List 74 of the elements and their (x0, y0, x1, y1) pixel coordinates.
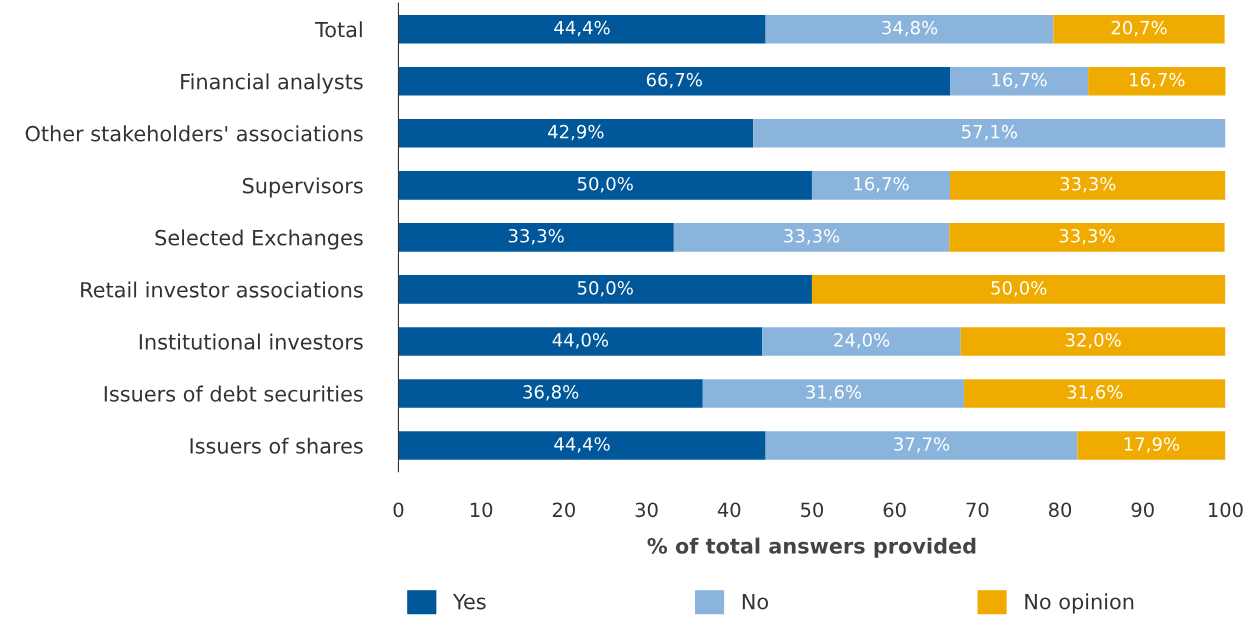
bar (960, 327, 1226, 356)
data-label: 31,6% (806, 385, 862, 401)
y-tick-label: Retail investor associations (81, 281, 363, 298)
bar (949, 223, 1225, 252)
x-tick-label: 10 (470, 502, 493, 518)
bar (950, 171, 1226, 200)
data-label: 42,9% (548, 124, 604, 141)
data-label: 32,0% (1065, 333, 1121, 349)
y-tick-label: Selected Exchanges (155, 229, 363, 250)
bar (398, 327, 763, 356)
bar (1077, 431, 1226, 460)
bar (765, 14, 1054, 44)
x-tick-label: 90 (1131, 502, 1154, 518)
data-label: 44,0% (552, 333, 609, 349)
bar (753, 118, 1226, 148)
data-label: 50,0% (991, 281, 1047, 297)
legend-label: No opinion (1025, 593, 1134, 614)
data-label: 33,3% (1060, 176, 1116, 193)
data-label: 16,7% (854, 176, 909, 193)
y-tick-label: Total (315, 21, 362, 38)
bar (950, 66, 1089, 96)
x-tick-label: 40 (717, 502, 741, 518)
bar (398, 171, 812, 200)
x-tick-label: 20 (552, 502, 575, 518)
data-label: 34,8% (882, 20, 938, 37)
x-tick-label: 80 (1048, 502, 1072, 518)
y-tick-label: Financial analysts (181, 73, 363, 94)
bar (673, 223, 950, 252)
y-tick-label: Other stakeholders' associations (25, 125, 363, 142)
x-tick-label: 30 (635, 502, 658, 518)
bar (1053, 14, 1225, 44)
x-tick-label: 100 (1209, 502, 1243, 518)
x-tick-label: 60 (883, 502, 906, 518)
x-tick-label: 0 (393, 502, 404, 518)
data-label: 33,3% (508, 228, 564, 245)
data-label: 44,4% (554, 437, 610, 453)
bar (398, 66, 951, 96)
bar (762, 327, 961, 356)
bar (765, 431, 1078, 460)
data-label: 16,7% (992, 72, 1047, 89)
bar (702, 379, 965, 408)
data-label: 33,3% (784, 228, 840, 245)
data-label: 20,7% (1111, 20, 1167, 37)
bar (398, 14, 766, 44)
data-label: 44,4% (554, 20, 610, 37)
bar (398, 223, 674, 252)
bar (398, 275, 812, 304)
bar (398, 379, 703, 408)
data-label: 31,6% (1067, 385, 1123, 401)
data-label: 16,7% (1130, 72, 1185, 89)
bar (811, 171, 951, 200)
data-label: 50,0% (577, 176, 633, 193)
data-label: 17,9% (1124, 437, 1180, 453)
data-label: 66,7% (646, 72, 702, 89)
data-label: 37,7% (894, 437, 950, 453)
y-tick-label: Issuers of debt securities (104, 385, 363, 402)
data-label: 50,0% (577, 281, 633, 297)
data-label: 57,1% (962, 124, 1018, 141)
bar (398, 118, 754, 148)
y-tick-label: Institutional investors (139, 333, 363, 350)
y-tick-label: Supervisors (242, 177, 363, 198)
y-tick-label: Issuers of shares (190, 437, 363, 454)
x-axis-title: % of total answers provided (647, 537, 976, 558)
x-tick-label: 70 (966, 502, 989, 518)
data-label: 24,0% (834, 333, 890, 349)
bar (398, 431, 766, 460)
data-label: 36,8% (523, 385, 579, 401)
x-tick-label: 50 (801, 502, 824, 518)
bar (964, 379, 1226, 408)
legend-label: No (742, 593, 769, 610)
bar (811, 275, 1226, 304)
data-label: 33,3% (1059, 228, 1115, 245)
bar (1088, 66, 1226, 96)
legend-label: Yes (452, 593, 486, 610)
